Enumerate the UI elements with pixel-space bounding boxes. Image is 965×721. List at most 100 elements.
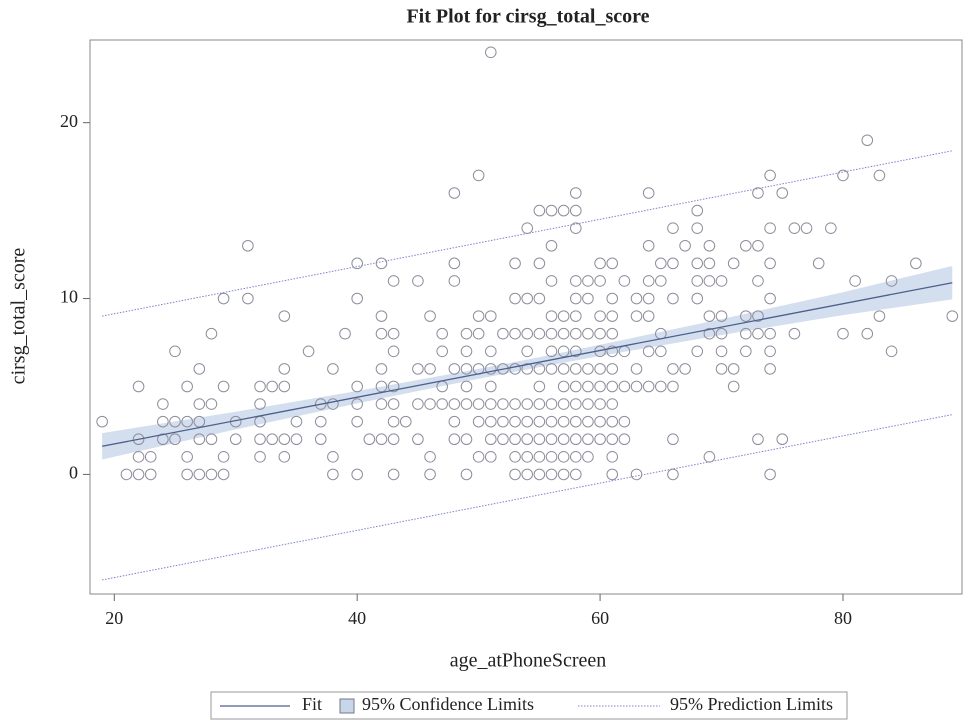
- data-point: [655, 275, 667, 287]
- data-point: [509, 257, 521, 270]
- data-point: [764, 222, 776, 234]
- data-point: [484, 310, 497, 322]
- data-point: [849, 275, 861, 287]
- data-point: [96, 415, 108, 428]
- data-point: [266, 433, 278, 446]
- data-point: [606, 345, 619, 358]
- data-point: [715, 275, 728, 287]
- data-point: [667, 257, 679, 270]
- data-point: [740, 345, 752, 358]
- data-point: [606, 433, 619, 446]
- data-point: [533, 204, 546, 217]
- data-point: [582, 398, 594, 410]
- data-point: [557, 380, 570, 393]
- data-point: [618, 275, 631, 287]
- data-point: [254, 433, 266, 446]
- data-point: [764, 169, 776, 182]
- data-point: [569, 451, 582, 463]
- data-point: [497, 433, 509, 446]
- data-point: [217, 292, 230, 305]
- data-point: [484, 345, 497, 358]
- data-point: [290, 415, 303, 428]
- data-point: [569, 187, 582, 199]
- data-point: [339, 327, 351, 340]
- data-point: [399, 415, 412, 428]
- data-point: [533, 415, 546, 428]
- data-point: [472, 310, 485, 322]
- data-point: [667, 222, 679, 234]
- data-point: [144, 468, 157, 481]
- data-point: [630, 292, 643, 305]
- data-point: [642, 275, 655, 287]
- y-tick-label: 0: [69, 463, 78, 483]
- data-point: [764, 468, 776, 481]
- data-point: [351, 398, 363, 410]
- data-point: [387, 345, 400, 358]
- data-point: [703, 310, 716, 322]
- data-point: [606, 451, 619, 463]
- data-point: [205, 433, 218, 446]
- data-point: [448, 275, 461, 287]
- y-axis-label: cirsg_total_score: [8, 248, 30, 385]
- data-point: [509, 398, 521, 410]
- data-point: [509, 433, 521, 446]
- data-point: [703, 451, 716, 463]
- data-point: [484, 451, 497, 463]
- data-point: [569, 204, 582, 217]
- chart-title: Fit Plot for cirsg_total_score: [406, 6, 649, 28]
- data-point: [375, 398, 388, 410]
- data-point: [557, 327, 570, 340]
- legend-box: [210, 691, 848, 720]
- data-point: [545, 310, 558, 322]
- data-point: [472, 327, 485, 340]
- data-point: [606, 380, 619, 393]
- data-point: [606, 292, 619, 305]
- data-point: [521, 292, 534, 305]
- data-point: [132, 451, 145, 463]
- data-point: [825, 222, 837, 234]
- data-point: [667, 468, 679, 481]
- data-point: [557, 345, 570, 358]
- data-point: [691, 345, 704, 358]
- data-point: [509, 327, 521, 340]
- data-point: [569, 398, 582, 410]
- data-point: [448, 363, 461, 375]
- data-point: [278, 433, 291, 446]
- data-point: [606, 363, 619, 375]
- data-point: [509, 415, 521, 428]
- data-point: [460, 398, 473, 410]
- data-point: [375, 327, 388, 340]
- data-point: [582, 415, 594, 428]
- data-point: [254, 451, 266, 463]
- data-point: [266, 380, 278, 393]
- data-point: [533, 451, 546, 463]
- data-point: [606, 415, 619, 428]
- data-point: [193, 363, 206, 375]
- data-point: [557, 451, 570, 463]
- data-point: [533, 257, 546, 270]
- data-point: [217, 451, 230, 463]
- data-point: [630, 363, 643, 375]
- data-point: [545, 363, 558, 375]
- data-point: [582, 451, 594, 463]
- data-point: [594, 257, 606, 270]
- data-point: [436, 398, 449, 410]
- data-point: [885, 345, 898, 358]
- data-point: [533, 292, 546, 305]
- data-point: [460, 433, 473, 446]
- data-point: [521, 415, 534, 428]
- data-point: [788, 327, 801, 340]
- data-point: [557, 415, 570, 428]
- data-point: [169, 433, 181, 446]
- data-point: [375, 363, 388, 375]
- data-point: [557, 204, 570, 217]
- data-point: [715, 327, 728, 340]
- data-point: [448, 257, 461, 270]
- data-point: [667, 380, 679, 393]
- data-point: [521, 345, 534, 358]
- data-point: [242, 292, 254, 305]
- data-point: [424, 310, 436, 322]
- data-point: [752, 310, 764, 322]
- data-point: [254, 398, 266, 410]
